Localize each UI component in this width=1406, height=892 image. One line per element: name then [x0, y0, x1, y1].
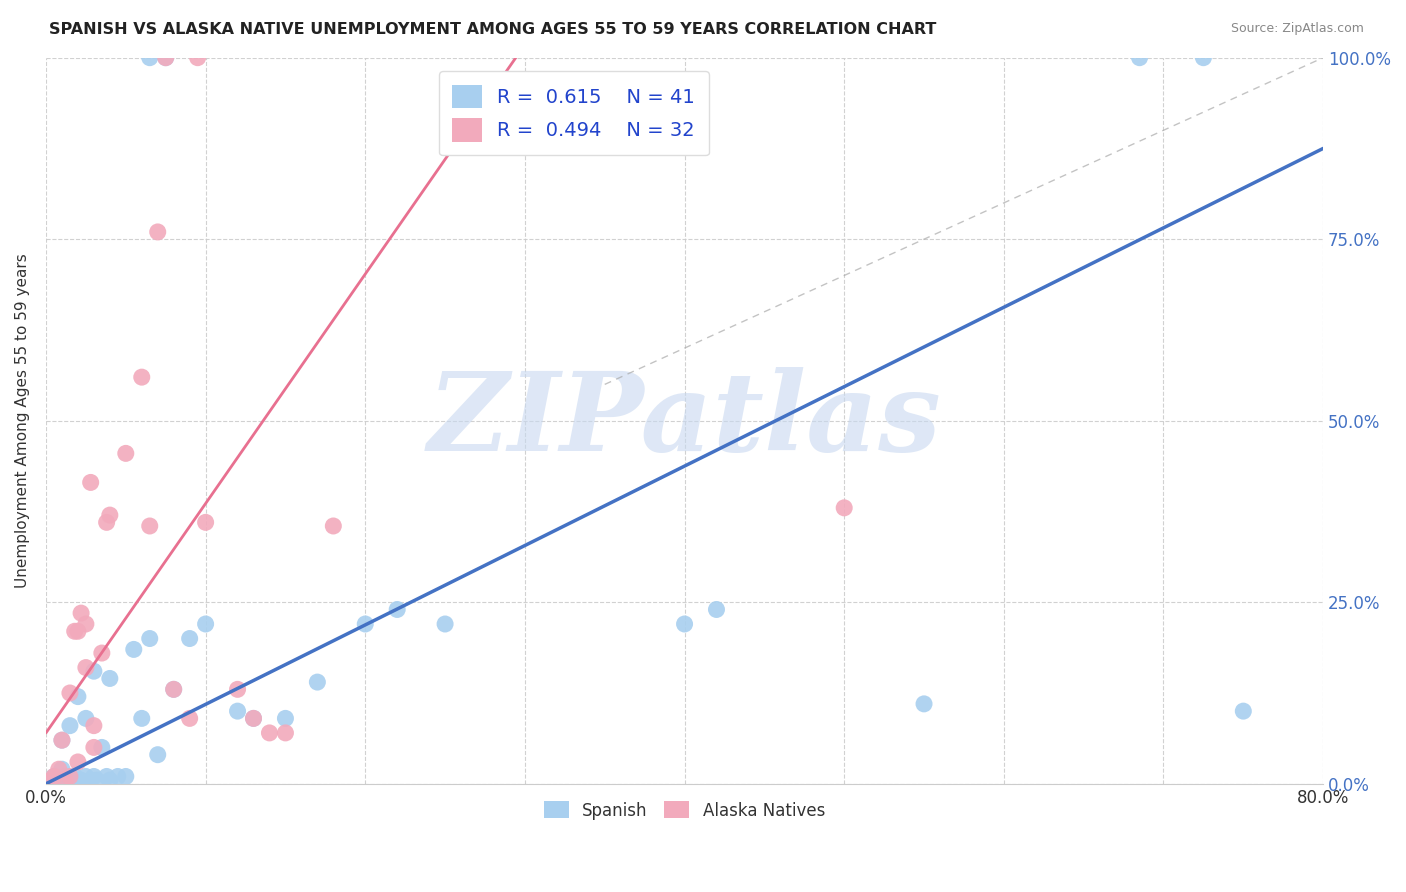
Point — [70, 606, 93, 620]
Point — [59, 686, 82, 700]
Point — [155, 51, 177, 65]
Text: Source: ZipAtlas.com: Source: ZipAtlas.com — [1230, 22, 1364, 36]
Point — [39, 773, 62, 788]
Point — [122, 642, 145, 657]
Point — [706, 602, 728, 616]
Point — [79, 475, 101, 490]
Point — [70, 773, 93, 788]
Point — [90, 740, 112, 755]
Point — [42, 769, 65, 783]
Point — [114, 769, 136, 783]
Point — [96, 769, 118, 783]
Point — [274, 711, 297, 725]
Point — [48, 762, 70, 776]
Point — [48, 773, 70, 788]
Point — [155, 51, 177, 65]
Point — [86, 773, 108, 788]
Point — [66, 690, 89, 704]
Point — [259, 726, 281, 740]
Point — [226, 682, 249, 697]
Point — [75, 711, 97, 725]
Point — [179, 632, 201, 646]
Point — [83, 719, 105, 733]
Point — [98, 508, 121, 522]
Point — [242, 711, 264, 725]
Point — [83, 664, 105, 678]
Point — [75, 660, 97, 674]
Text: SPANISH VS ALASKA NATIVE UNEMPLOYMENT AMONG AGES 55 TO 59 YEARS CORRELATION CHAR: SPANISH VS ALASKA NATIVE UNEMPLOYMENT AM… — [49, 22, 936, 37]
Point — [98, 773, 121, 788]
Point — [832, 500, 855, 515]
Point — [59, 769, 82, 783]
Point — [194, 516, 217, 530]
Point — [139, 632, 162, 646]
Point — [322, 519, 344, 533]
Point — [385, 602, 408, 616]
Point — [179, 711, 201, 725]
Point — [51, 762, 73, 776]
Y-axis label: Unemployment Among Ages 55 to 59 years: Unemployment Among Ages 55 to 59 years — [15, 253, 30, 588]
Point — [42, 769, 65, 783]
Point — [51, 733, 73, 747]
Point — [66, 755, 89, 769]
Point — [912, 697, 935, 711]
Point — [1232, 704, 1254, 718]
Point — [83, 740, 105, 755]
Point — [75, 617, 97, 632]
Point — [139, 51, 162, 65]
Point — [114, 446, 136, 460]
Point — [53, 769, 76, 783]
Point — [673, 617, 696, 632]
Point — [66, 624, 89, 639]
Point — [163, 682, 186, 697]
Point — [163, 682, 186, 697]
Point — [1192, 51, 1215, 65]
Point — [274, 726, 297, 740]
Point — [354, 617, 377, 632]
Point — [63, 624, 86, 639]
Point — [434, 617, 457, 632]
Point — [59, 773, 82, 788]
Point — [75, 769, 97, 783]
Point — [194, 617, 217, 632]
Point — [98, 672, 121, 686]
Point — [51, 733, 73, 747]
Point — [90, 646, 112, 660]
Point — [131, 711, 153, 725]
Point — [139, 519, 162, 533]
Point — [63, 769, 86, 783]
Point — [83, 769, 105, 783]
Point — [146, 225, 169, 239]
Point — [131, 370, 153, 384]
Point — [79, 773, 101, 788]
Point — [107, 769, 129, 783]
Point — [59, 719, 82, 733]
Point — [146, 747, 169, 762]
Point — [242, 711, 264, 725]
Point — [1128, 51, 1150, 65]
Point — [96, 516, 118, 530]
Point — [66, 773, 89, 788]
Point — [53, 773, 76, 788]
Point — [187, 51, 209, 65]
Text: ZIPatlas: ZIPatlas — [427, 367, 942, 475]
Point — [226, 704, 249, 718]
Legend: Spanish, Alaska Natives: Spanish, Alaska Natives — [537, 795, 832, 826]
Point — [307, 675, 329, 690]
